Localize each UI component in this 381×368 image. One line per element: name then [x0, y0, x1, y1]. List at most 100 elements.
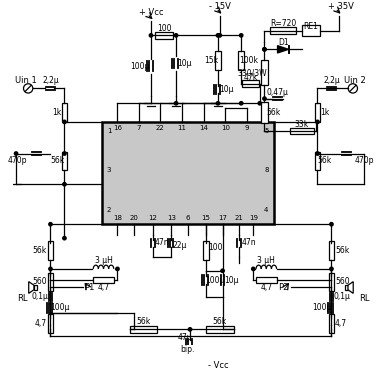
Text: 0,1µ: 0,1µ	[333, 292, 350, 301]
Text: 5: 5	[264, 128, 269, 134]
Bar	[329, 241, 334, 259]
Text: 15: 15	[202, 215, 210, 221]
Circle shape	[216, 34, 219, 37]
Text: 15k: 15k	[204, 56, 218, 65]
Text: 47n: 47n	[155, 238, 170, 247]
Circle shape	[63, 120, 66, 124]
Text: RL: RL	[359, 294, 369, 303]
Text: 560: 560	[32, 277, 46, 286]
Text: 8: 8	[264, 167, 269, 173]
Bar	[102, 122, 274, 224]
Text: 100k: 100k	[239, 56, 258, 65]
Text: 16: 16	[113, 125, 122, 131]
Text: 9: 9	[245, 125, 249, 131]
Text: 0,1µ: 0,1µ	[32, 292, 49, 301]
Text: 100: 100	[157, 24, 171, 33]
Text: 11: 11	[177, 125, 186, 131]
Circle shape	[49, 223, 52, 226]
Bar	[206, 326, 234, 333]
Text: 4,7: 4,7	[35, 319, 47, 328]
Text: 14: 14	[200, 125, 208, 131]
Circle shape	[149, 34, 153, 37]
Circle shape	[316, 120, 319, 124]
Bar	[34, 285, 37, 290]
Bar	[290, 128, 314, 134]
Text: 4,7: 4,7	[260, 283, 272, 292]
Text: 100: 100	[208, 243, 223, 252]
Circle shape	[218, 34, 221, 37]
Text: 47k: 47k	[243, 73, 258, 82]
Bar	[261, 60, 268, 85]
Circle shape	[24, 84, 33, 93]
Text: 470p: 470p	[7, 156, 27, 166]
Polygon shape	[277, 46, 289, 53]
Circle shape	[330, 223, 333, 226]
Text: 100µ: 100µ	[312, 304, 332, 312]
Bar	[130, 326, 157, 333]
Bar	[256, 277, 277, 283]
Text: 10µ: 10µ	[224, 276, 238, 284]
Text: - 15V: - 15V	[209, 2, 231, 11]
Polygon shape	[348, 282, 353, 293]
Text: 33k: 33k	[295, 120, 309, 129]
Bar	[48, 241, 53, 259]
Text: 2: 2	[107, 207, 111, 213]
Text: 18: 18	[113, 215, 122, 221]
Text: 19: 19	[249, 215, 258, 221]
Text: 560: 560	[335, 277, 350, 286]
Circle shape	[240, 102, 243, 105]
Circle shape	[188, 328, 192, 331]
Text: 56k: 56k	[318, 156, 332, 166]
Text: 6: 6	[186, 215, 190, 221]
Text: R=720: R=720	[270, 19, 296, 28]
Text: 3 µH: 3 µH	[258, 256, 275, 265]
Bar	[93, 277, 114, 283]
Text: 330/3W: 330/3W	[238, 68, 267, 77]
Text: D1: D1	[278, 38, 288, 47]
Text: 17: 17	[218, 215, 227, 221]
Text: 56k: 56k	[267, 108, 281, 117]
Bar	[242, 81, 259, 87]
Circle shape	[240, 34, 243, 37]
Text: 10: 10	[221, 125, 230, 131]
Text: 12: 12	[148, 215, 157, 221]
Circle shape	[63, 152, 66, 155]
Text: bip.: bip.	[180, 345, 194, 354]
Circle shape	[258, 102, 261, 105]
Text: 470p: 470p	[354, 156, 374, 166]
Bar	[62, 103, 67, 122]
Circle shape	[221, 269, 224, 272]
Text: 100µ: 100µ	[50, 304, 69, 312]
Bar	[315, 103, 320, 122]
Text: - Vcc: - Vcc	[208, 361, 228, 368]
Bar	[215, 51, 221, 70]
Text: 2,2µ: 2,2µ	[42, 77, 59, 85]
Text: 56k: 56k	[336, 246, 350, 255]
Bar	[238, 51, 245, 70]
Circle shape	[263, 47, 266, 51]
Bar	[346, 285, 348, 290]
Circle shape	[216, 102, 219, 105]
Bar	[203, 241, 209, 259]
Bar	[62, 152, 67, 170]
Bar	[315, 152, 320, 170]
Text: 22µ: 22µ	[173, 241, 187, 250]
Bar	[302, 25, 320, 36]
Text: P2: P2	[278, 283, 288, 292]
Circle shape	[330, 267, 333, 270]
Circle shape	[116, 267, 119, 270]
Polygon shape	[29, 282, 34, 293]
Text: 100µ: 100µ	[205, 276, 225, 284]
Text: 4,7: 4,7	[98, 283, 110, 292]
Bar	[329, 273, 334, 291]
Circle shape	[263, 97, 266, 100]
Circle shape	[63, 237, 66, 240]
Circle shape	[174, 34, 178, 37]
Text: 47µ: 47µ	[178, 333, 193, 342]
Text: RL: RL	[17, 294, 28, 303]
Text: 56k: 56k	[213, 318, 227, 326]
Text: 47n: 47n	[241, 238, 256, 247]
Text: RE1: RE1	[304, 22, 319, 31]
Text: 10µ: 10µ	[219, 85, 234, 94]
Bar	[155, 32, 173, 39]
